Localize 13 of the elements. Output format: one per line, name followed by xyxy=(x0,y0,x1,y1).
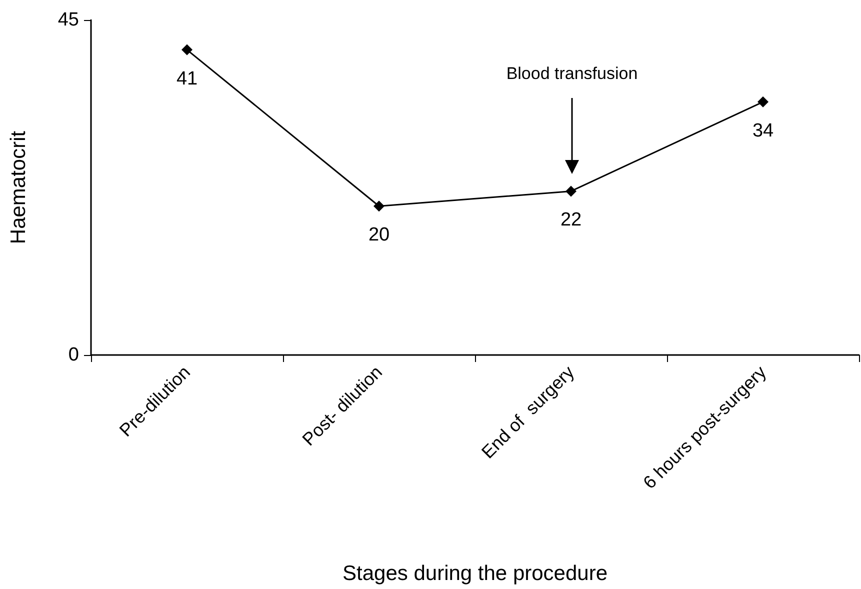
point xyxy=(182,44,192,56)
point xyxy=(566,186,576,197)
y-tick-label: 0 xyxy=(68,344,79,366)
point xyxy=(758,96,768,108)
data-label: 22 xyxy=(560,210,582,231)
y-axis-title: Haematocrit xyxy=(7,130,30,244)
data-label: 20 xyxy=(368,224,390,246)
x-axis-title: Stages during the procedure xyxy=(342,562,608,585)
point xyxy=(374,200,384,212)
data-label: 34 xyxy=(752,120,774,142)
y-tick-label: 45 xyxy=(58,10,79,30)
annotation: Blood transfusion xyxy=(506,64,638,83)
data-label: 41 xyxy=(176,68,198,90)
